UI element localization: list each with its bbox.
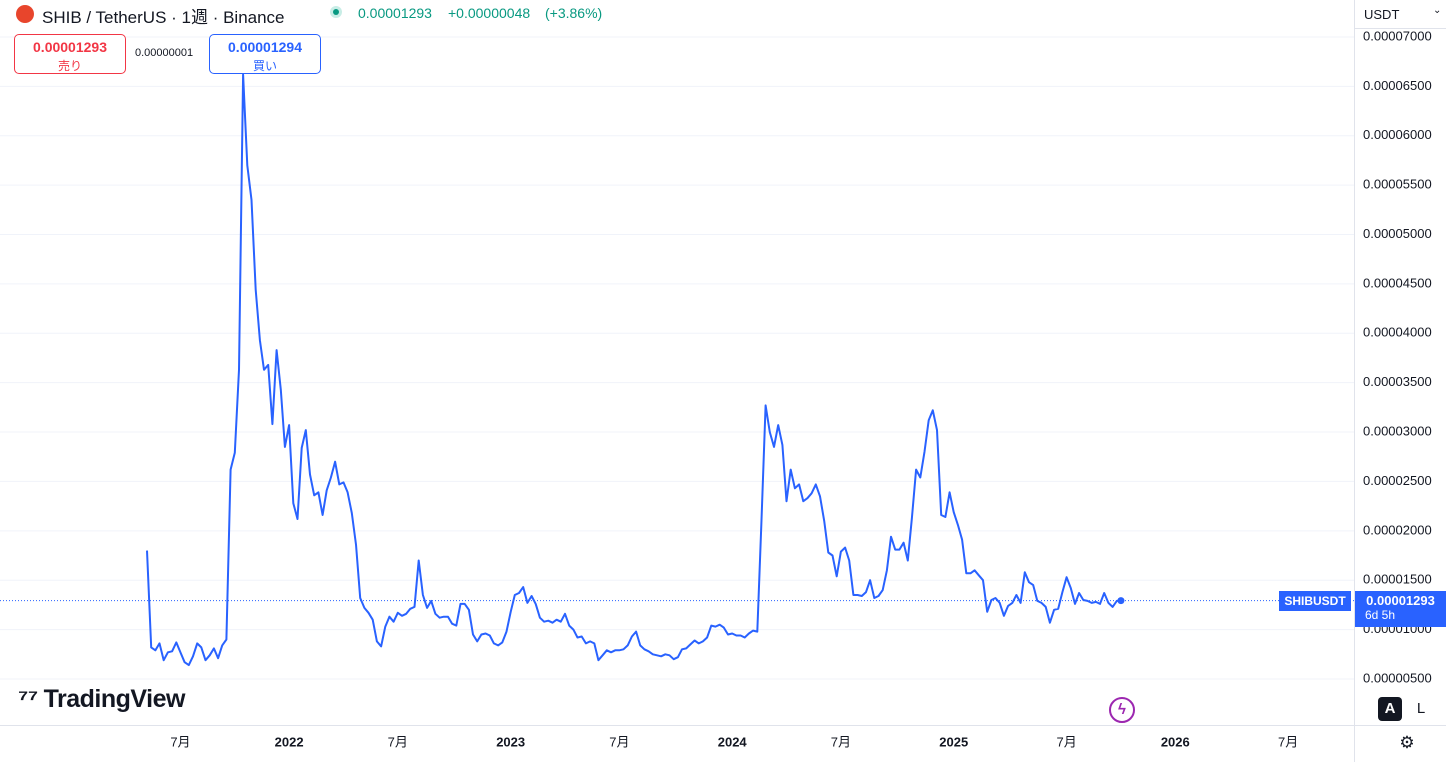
logo-mark: ⁷⁷ xyxy=(18,685,38,713)
market-status xyxy=(330,6,342,18)
x-tick-label: 7月 xyxy=(388,734,408,749)
y-tick-label: 0.00004000 xyxy=(1363,325,1432,340)
x-tick-label: 2023 xyxy=(496,734,525,749)
price-line xyxy=(146,73,1121,667)
price-tag-countdown: 6d 5h xyxy=(1365,607,1396,622)
last-price: 0.00001293 xyxy=(358,5,432,21)
x-tick-label: 7月 xyxy=(1056,734,1076,749)
y-tick-label: 0.00001500 xyxy=(1363,572,1432,587)
price-tag: 0.00001293 6d 5h xyxy=(1355,590,1446,627)
brand-logo[interactable]: ⁷⁷ TradingView xyxy=(18,685,185,714)
x-tick-label: 7月 xyxy=(831,734,851,749)
currency-selector[interactable]: USDT ⌄ xyxy=(1354,0,1446,29)
x-tick-label: 7月 xyxy=(609,734,629,749)
y-tick-label: 0.00006000 xyxy=(1363,127,1432,142)
spread: 0.00000001 xyxy=(135,47,194,59)
x-tick-label: 2026 xyxy=(1161,734,1190,749)
buy-price: 0.00001294 xyxy=(228,39,302,55)
y-tick-label: 0.00005500 xyxy=(1363,177,1432,192)
price-tag-value: 0.00001293 xyxy=(1366,592,1435,608)
sell-button[interactable]: 0.00001293 売り xyxy=(14,34,126,74)
y-tick-label: 0.00005000 xyxy=(1363,226,1432,241)
auto-scale-button[interactable]: A xyxy=(1378,697,1402,721)
y-tick-label: 0.00006500 xyxy=(1363,78,1432,93)
y-tick-label: 0.00003500 xyxy=(1363,374,1432,389)
last-point xyxy=(1117,597,1125,605)
price-change: +0.00000048 xyxy=(448,5,531,21)
x-tick-label: 2022 xyxy=(275,734,304,749)
sell-label: 売り xyxy=(57,59,82,73)
symbol-title[interactable]: SHIB / TetherUS · 1週 · Binance xyxy=(42,8,285,27)
price-change-pct: (+3.86%) xyxy=(545,5,603,21)
log-scale-button[interactable]: L xyxy=(1416,700,1426,717)
price-axis-bg xyxy=(1354,0,1446,762)
y-tick-label: 0.00007000 xyxy=(1363,28,1432,43)
x-tick-label: 2024 xyxy=(718,734,748,749)
lightning-button[interactable]: ϟ xyxy=(1109,697,1135,723)
settings-button[interactable]: ⚙ xyxy=(1399,733,1415,752)
y-tick-label: 0.00002000 xyxy=(1363,522,1432,537)
y-tick-label: 0.00003000 xyxy=(1363,423,1432,438)
symbol-tag: SHIBUSDT xyxy=(1279,590,1351,611)
symbol-icon xyxy=(16,5,34,23)
buy-label: 買い xyxy=(252,59,277,73)
logo-text: TradingView xyxy=(43,685,186,713)
chevron: ⌄ xyxy=(1433,5,1442,16)
sell-price: 0.00001293 xyxy=(33,39,107,55)
y-tick-label: 0.00000500 xyxy=(1363,670,1432,685)
x-tick-label: 2025 xyxy=(939,734,968,749)
currency: USDT xyxy=(1364,7,1400,22)
y-tick-label: 0.00004500 xyxy=(1363,275,1432,290)
y-tick-label: 0.00002500 xyxy=(1363,473,1432,488)
x-tick-label: 7月 xyxy=(1278,734,1298,749)
x-tick-label: 7月 xyxy=(170,734,190,749)
buy-button[interactable]: 0.00001294 買い xyxy=(209,34,321,74)
